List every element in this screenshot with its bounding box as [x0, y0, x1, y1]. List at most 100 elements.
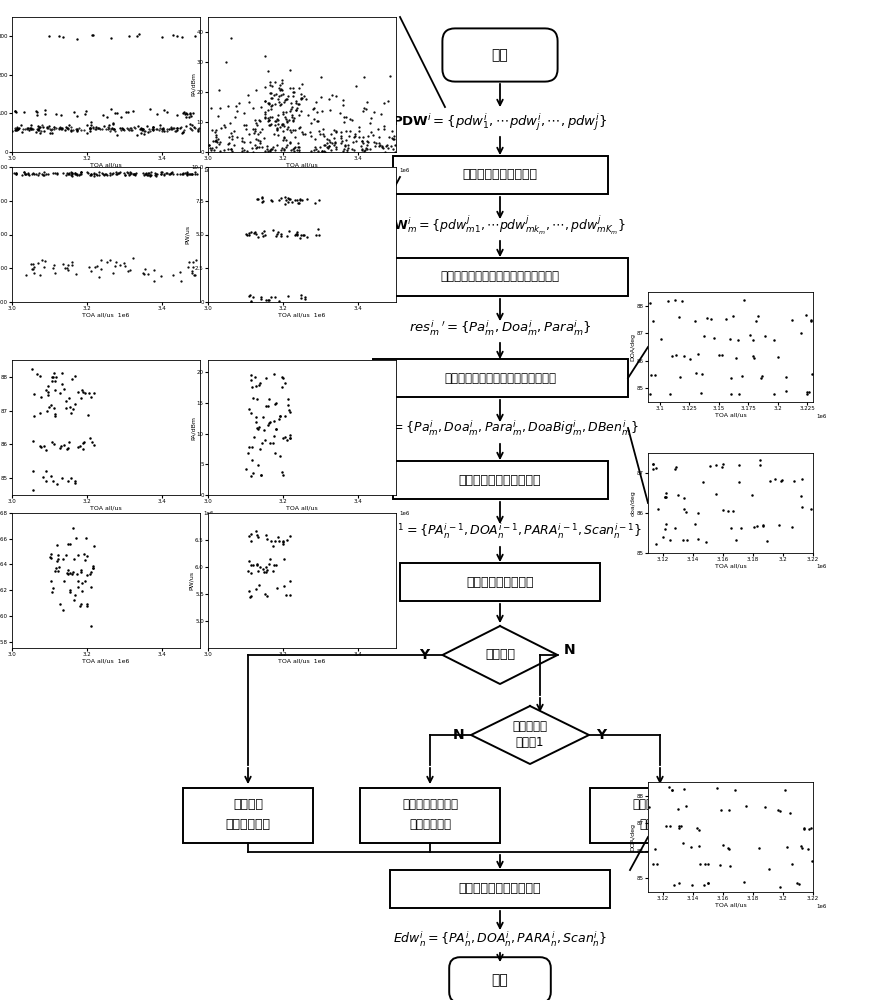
Point: [320, 135, 334, 151]
Point: [91, 120, 105, 136]
Point: [155, 120, 169, 136]
Point: [32, 119, 46, 135]
Point: [659, 489, 673, 505]
Point: [209, 127, 223, 143]
Point: [88, 259, 102, 275]
Point: [280, 192, 294, 208]
Point: [225, 141, 239, 157]
Point: [107, 121, 121, 137]
Point: [658, 521, 672, 537]
Point: [330, 124, 344, 140]
Point: [32, 438, 46, 454]
Point: [69, 566, 83, 582]
Point: [266, 139, 280, 155]
Point: [360, 137, 374, 153]
Point: [336, 92, 350, 108]
Point: [67, 520, 81, 536]
Point: [108, 258, 122, 274]
Point: [327, 137, 341, 153]
Point: [261, 113, 275, 129]
Point: [174, 273, 188, 289]
Point: [282, 80, 296, 96]
Point: [65, 165, 79, 181]
Point: [334, 133, 348, 149]
Point: [224, 125, 238, 141]
Point: [243, 287, 257, 303]
Point: [249, 581, 263, 597]
Point: [259, 48, 273, 64]
Point: [296, 124, 310, 140]
Point: [374, 139, 389, 155]
Point: [189, 120, 203, 136]
Point: [275, 430, 289, 446]
Point: [695, 474, 709, 490]
Text: $\mathbf{PDW}_m^{i}=\{pdw_{m1}^{j},\cdots pdw_{mk_m}^{j},\cdots,pdw_{mK_m}^{j}\}: $\mathbf{PDW}_m^{i}=\{pdw_{m1}^{j},\cdot…: [374, 213, 626, 237]
Point: [702, 875, 716, 891]
Point: [316, 121, 330, 137]
Point: [289, 102, 303, 118]
Point: [251, 457, 265, 473]
Point: [271, 529, 285, 545]
Point: [27, 265, 41, 281]
Point: [252, 563, 266, 579]
Point: [275, 72, 289, 88]
Point: [295, 90, 309, 106]
Point: [187, 119, 201, 135]
Point: [299, 91, 313, 107]
Point: [110, 166, 124, 182]
Point: [751, 518, 765, 534]
Point: [241, 87, 255, 103]
Point: [668, 461, 682, 477]
Point: [285, 194, 299, 210]
Point: [50, 165, 64, 181]
Point: [663, 386, 677, 402]
Point: [767, 332, 781, 348]
Point: [249, 523, 263, 539]
Point: [265, 97, 279, 113]
Point: [267, 87, 281, 103]
Point: [255, 121, 269, 137]
Point: [223, 129, 237, 145]
Point: [270, 137, 284, 153]
Point: [58, 260, 72, 276]
Point: [306, 111, 320, 127]
Point: [249, 82, 263, 98]
Point: [117, 165, 131, 181]
Point: [157, 123, 171, 139]
Point: [108, 123, 122, 139]
Point: [282, 288, 296, 304]
Point: [386, 141, 400, 157]
Point: [47, 119, 61, 135]
Point: [48, 563, 62, 579]
Point: [291, 139, 305, 155]
Point: [219, 54, 233, 70]
Point: [177, 104, 191, 120]
Point: [239, 461, 253, 477]
Point: [360, 141, 374, 157]
Point: [677, 501, 691, 517]
Point: [285, 107, 299, 123]
Point: [45, 121, 59, 137]
Point: [85, 560, 99, 576]
Point: [134, 120, 148, 136]
Point: [204, 140, 218, 156]
Point: [787, 473, 801, 489]
Point: [110, 127, 124, 143]
Point: [738, 874, 752, 890]
Point: [254, 139, 268, 155]
Point: [342, 128, 356, 144]
Point: [310, 113, 324, 129]
Point: [244, 405, 258, 421]
Point: [283, 573, 297, 589]
Point: [672, 820, 686, 836]
Point: [38, 106, 52, 122]
Point: [76, 384, 90, 400]
Point: [254, 99, 268, 115]
Point: [690, 820, 704, 836]
Point: [106, 121, 120, 137]
Point: [671, 487, 685, 503]
Point: [63, 536, 77, 552]
Point: [648, 841, 662, 857]
Point: [340, 144, 354, 160]
Point: [185, 166, 199, 182]
